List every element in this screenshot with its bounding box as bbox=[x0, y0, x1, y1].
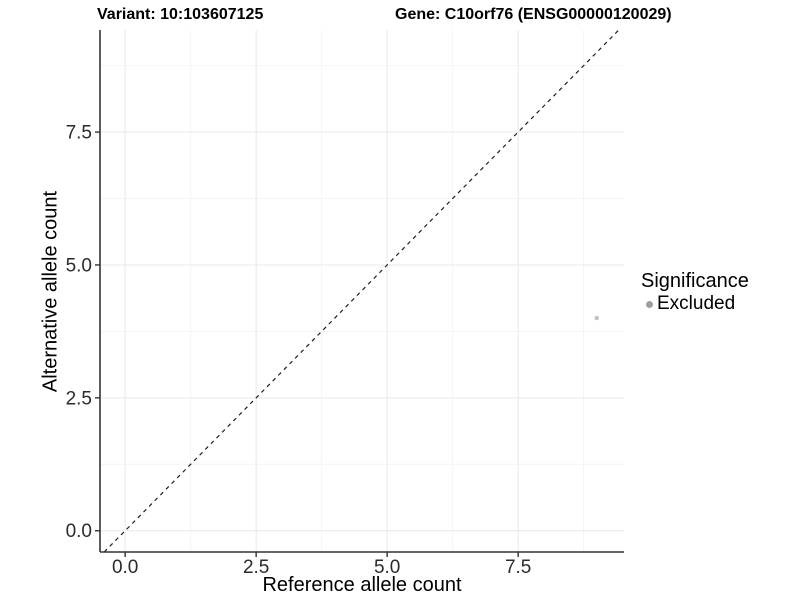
y-tick-label: 5.0 bbox=[66, 255, 92, 276]
legend-item-excluded: Excluded bbox=[641, 294, 749, 314]
data-point bbox=[594, 315, 599, 321]
y-axis-title: Alternative allele count bbox=[39, 190, 62, 393]
identity-dashed-line bbox=[103, 29, 620, 553]
y-tick-label: 0.0 bbox=[66, 521, 92, 542]
x-tick-label: 2.5 bbox=[243, 557, 269, 578]
y-tick-label: 7.5 bbox=[66, 123, 92, 144]
variant-title: Variant: 10:103607125 bbox=[97, 6, 264, 23]
x-tick-label: 7.5 bbox=[505, 557, 531, 578]
legend-point-icon bbox=[646, 300, 653, 308]
legend-title: Significance bbox=[641, 270, 749, 292]
legend-label: Excluded bbox=[657, 293, 736, 314]
gene-title: Gene: C10orf76 (ENSG00000120029) bbox=[395, 6, 672, 23]
legend: Significance Excluded bbox=[641, 270, 749, 314]
x-tick-label: 5.0 bbox=[374, 557, 400, 578]
y-tick-label: 2.5 bbox=[66, 388, 92, 409]
x-axis-title: Reference allele count bbox=[262, 574, 462, 596]
x-tick-label: 0.0 bbox=[112, 557, 138, 578]
